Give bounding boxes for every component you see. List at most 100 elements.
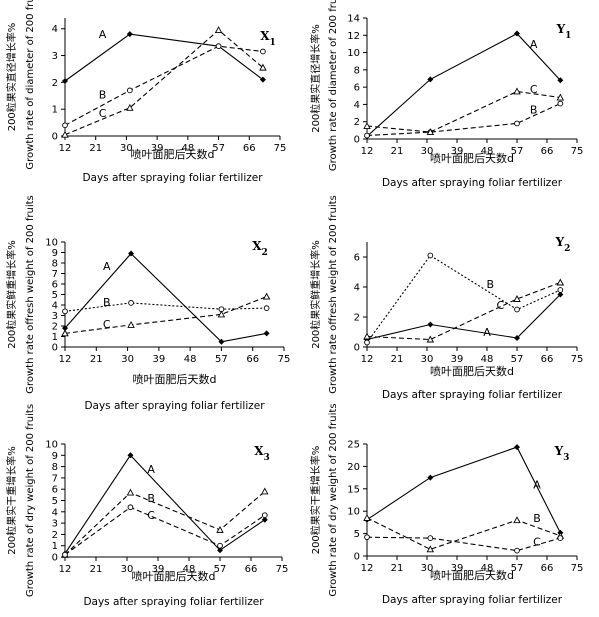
y-tick-label: 4: [52, 507, 58, 518]
x-tick-label: 30: [121, 564, 134, 575]
series-line-a: [64, 252, 267, 343]
data-point-circle: [364, 132, 370, 139]
x-tick-label: 57: [214, 564, 227, 575]
x-tick-label: 12: [361, 354, 374, 365]
data-point-diamond: [62, 78, 68, 85]
x-tick-label: 39: [152, 354, 165, 365]
series-line-a: [366, 446, 561, 533]
x-axis-label-cn: 喷叶面肥后天数d: [430, 152, 514, 165]
y-tick-label: 2: [52, 530, 58, 541]
y-tick-label: 12: [347, 31, 360, 42]
series-label-b: B: [530, 104, 538, 117]
y-tick-label: 3: [52, 519, 58, 530]
data-point-triangle: [216, 525, 224, 533]
data-point-diamond: [557, 291, 564, 298]
y-tick-label: 2: [52, 322, 58, 333]
x-tick-label: 66: [245, 564, 258, 575]
x-tick-label: 57: [511, 354, 524, 365]
x-tick-label: 75: [571, 146, 584, 157]
y-axis-label-en: Growth rate of diameter of 200 fruits: [328, 0, 339, 171]
data-point-circle: [261, 512, 268, 519]
series-line-b: [366, 103, 561, 137]
y-tick-label: 3: [52, 311, 58, 322]
y-tick-label: 7: [52, 269, 58, 280]
data-point-diamond: [427, 474, 434, 481]
x-tick-label: 66: [243, 143, 256, 154]
x-tick-label: 39: [451, 146, 464, 157]
x-tick-label: 66: [541, 146, 554, 157]
y-tick-label: 4: [52, 24, 58, 35]
data-point-circle: [260, 48, 266, 55]
x-axis-label-en: Days after spraying foliar fertilizer: [382, 594, 563, 606]
data-point-diamond: [514, 444, 520, 451]
panel-label: X1: [260, 29, 276, 48]
x-tick-label: 48: [183, 564, 196, 575]
data-point-diamond: [514, 30, 520, 37]
data-point-triangle: [363, 122, 371, 129]
data-point-triangle: [426, 545, 435, 553]
series-line-b: [366, 517, 561, 550]
y-tick-label: 2: [354, 313, 360, 324]
x-tick-label: 12: [361, 146, 374, 157]
series-label-b: B: [147, 492, 155, 505]
series-line-a: [64, 33, 264, 82]
data-point-circle: [215, 43, 222, 50]
data-point-circle: [62, 308, 68, 315]
series-label-a: A: [147, 463, 155, 476]
x-axis-label-en: Days after spraying foliar fertilizer: [382, 177, 563, 189]
y-tick-label: 0: [52, 553, 58, 564]
x-tick-label: 39: [451, 354, 464, 365]
y-axis-label-cn: 200粒果实干重增长率%: [309, 446, 322, 555]
data-point-circle: [217, 542, 223, 549]
x-axis-label-en: Days after spraying foliar fertilizer: [82, 172, 263, 184]
data-point-circle: [427, 535, 434, 541]
y-axis-label-en: Growth rate of dry weight of 200 fruits: [25, 404, 36, 597]
data-point-triangle: [126, 488, 135, 496]
data-point-diamond: [557, 77, 564, 84]
x-tick-label: 30: [121, 354, 134, 365]
x-tick-label: 57: [511, 146, 524, 157]
y-axis-label-cn: 200粒果实鲜重增长率%: [309, 240, 322, 349]
y-tick-label: 4: [354, 100, 360, 111]
series-label-c: C: [147, 509, 155, 522]
series-label-c: C: [530, 83, 538, 96]
y-tick-label: 4: [52, 301, 58, 312]
x-axis-label-en: Days after spraying foliar fertilizer: [83, 596, 264, 608]
y-tick-label: 2: [354, 117, 360, 128]
x-tick-label: 66: [246, 354, 259, 365]
y-tick-label: 9: [52, 248, 58, 259]
data-point-diamond: [427, 76, 434, 83]
x-tick-label: 21: [89, 143, 102, 154]
data-point-circle: [514, 306, 520, 313]
series-line-c: [366, 536, 561, 552]
data-point-triangle: [262, 292, 271, 300]
data-point-diamond: [259, 76, 266, 83]
x-tick-label: 39: [151, 143, 164, 154]
data-point-triangle: [214, 26, 223, 34]
x-tick-label: 30: [120, 143, 133, 154]
data-point-circle: [364, 339, 370, 346]
series-line-a: [366, 32, 561, 137]
data-point-triangle: [426, 335, 435, 343]
x-axis-label-cn: 喷叶面肥后天数d: [430, 569, 514, 582]
x-axis-label-en: Days after spraying foliar fertilizer: [84, 400, 265, 412]
x-tick-label: 12: [59, 564, 72, 575]
data-point-triangle: [363, 332, 371, 340]
series-line-a: [64, 454, 266, 554]
x-tick-label: 39: [451, 563, 464, 574]
y-tick-label: 6: [354, 253, 360, 264]
data-point-triangle: [363, 513, 371, 521]
y-tick-label: 10: [347, 507, 360, 518]
x-tick-label: 12: [59, 354, 72, 365]
panel-label: Y1: [556, 22, 572, 41]
data-point-triangle: [259, 63, 267, 71]
x-tick-label: 57: [511, 563, 524, 574]
x-tick-label: 30: [421, 146, 434, 157]
data-point-circle: [514, 547, 520, 554]
data-point-triangle: [61, 329, 69, 337]
y-tick-label: 1: [52, 105, 58, 116]
x-tick-label: 48: [481, 354, 494, 365]
series-line-c: [64, 296, 267, 334]
x-tick-label: 66: [541, 563, 554, 574]
y-axis-label-en: Growth rate offresh weight of 200 fruits: [328, 195, 339, 394]
